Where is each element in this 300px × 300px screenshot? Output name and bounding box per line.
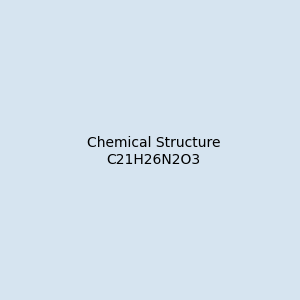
Text: Chemical Structure
C21H26N2O3: Chemical Structure C21H26N2O3: [87, 136, 220, 166]
